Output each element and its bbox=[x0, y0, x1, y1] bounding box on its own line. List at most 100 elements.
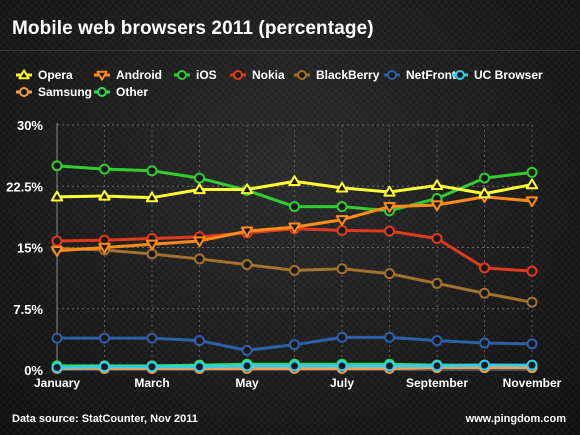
data-point-uc-browser bbox=[51, 362, 63, 374]
legend-label: NetFront bbox=[406, 68, 456, 82]
data-point-opera bbox=[478, 187, 491, 199]
data-point-netfront bbox=[194, 335, 205, 347]
x-tick-label: March bbox=[134, 376, 169, 390]
y-tick-label: 15% bbox=[17, 241, 43, 256]
legend-label: Samsung bbox=[38, 85, 92, 99]
legend-marker-android bbox=[96, 70, 108, 81]
legend-label: Opera bbox=[38, 68, 73, 82]
data-point-uc-browser bbox=[336, 360, 348, 372]
data-point-uc-browser bbox=[289, 360, 300, 372]
data-point-nokia bbox=[479, 262, 490, 274]
data-point-uc-browser bbox=[146, 361, 158, 373]
chart-title: Mobile web browsers 2011 (percentage) bbox=[12, 18, 374, 39]
data-point-ios bbox=[99, 163, 110, 175]
data-point-blackberry bbox=[431, 277, 443, 289]
x-tick-label: September bbox=[406, 376, 468, 390]
y-tick-label: 30% bbox=[17, 118, 43, 133]
data-point-android bbox=[240, 226, 254, 238]
data-point-uc-browser bbox=[241, 360, 253, 372]
data-point-uc-browser bbox=[431, 360, 443, 372]
data-point-android bbox=[525, 196, 539, 208]
data-point-uc-browser bbox=[479, 359, 490, 371]
data-point-opera bbox=[430, 179, 444, 191]
y-tick-label: 7.5% bbox=[13, 302, 43, 317]
x-tick-label: November bbox=[503, 376, 562, 390]
axes: 0% 7.5% 15% 22.5% 30% January March May July Sept… bbox=[6, 118, 562, 390]
data-point-android bbox=[145, 239, 159, 251]
legend-label: BlackBerry bbox=[316, 68, 380, 82]
data-point-android bbox=[193, 236, 206, 248]
series-ios bbox=[51, 160, 538, 217]
title-divider bbox=[0, 50, 580, 51]
data-point-nokia bbox=[51, 235, 63, 247]
data-point-opera bbox=[98, 189, 111, 201]
legend-marker-samsung bbox=[19, 87, 29, 97]
data-point-opera bbox=[240, 183, 254, 195]
data-point-netfront bbox=[336, 331, 348, 343]
legend-marker-blackberry bbox=[297, 70, 307, 80]
data-point-uc-browser bbox=[526, 359, 538, 371]
legend-label: iOS bbox=[196, 68, 217, 82]
data-point-netfront bbox=[146, 332, 158, 344]
data-point-uc-browser bbox=[384, 360, 395, 372]
data-point-android bbox=[383, 202, 396, 213]
legend-label: Nokia bbox=[252, 68, 285, 82]
data-point-nokia bbox=[336, 224, 348, 236]
data-point-ios bbox=[479, 172, 490, 184]
data-point-nokia bbox=[431, 233, 443, 245]
site-credit: www.pingdom.com bbox=[465, 413, 566, 425]
data-point-opera bbox=[50, 190, 64, 202]
data-point-netfront bbox=[384, 331, 395, 343]
legend-label: UC Browser bbox=[474, 68, 543, 82]
data-point-android bbox=[50, 246, 64, 257]
legend: Opera Android iOS Nokia BlackBerry NetFront UC… bbox=[16, 68, 543, 99]
series-lines bbox=[50, 160, 539, 374]
data-point-opera bbox=[193, 183, 206, 195]
data-point-netfront bbox=[479, 337, 490, 349]
data-point-blackberry bbox=[336, 263, 348, 275]
data-point-ios bbox=[194, 172, 205, 184]
x-tick-label: July bbox=[330, 376, 354, 390]
data-point-ios bbox=[146, 165, 158, 177]
data-point-nokia bbox=[384, 225, 395, 237]
data-source-note: Data source: StatCounter, Nov 2011 bbox=[12, 413, 198, 425]
data-point-opera bbox=[145, 191, 159, 203]
legend-item-netfront: NetFront bbox=[384, 68, 456, 82]
data-point-uc-browser bbox=[99, 361, 110, 373]
legend-marker-other bbox=[97, 87, 107, 97]
legend-item-samsung: Samsung bbox=[16, 85, 92, 99]
data-point-uc-browser bbox=[194, 361, 205, 373]
legend-item-blackberry: BlackBerry bbox=[294, 68, 380, 82]
data-point-ios bbox=[51, 160, 63, 172]
series-blackberry bbox=[51, 242, 538, 308]
data-point-netfront bbox=[99, 332, 110, 344]
legend-label: Other bbox=[116, 85, 148, 99]
series-netfront bbox=[51, 331, 538, 356]
data-point-blackberry bbox=[526, 296, 538, 308]
data-point-opera bbox=[525, 178, 539, 190]
series-uc-browser bbox=[51, 359, 538, 374]
legend-item-uc-browser: UC Browser bbox=[452, 68, 543, 82]
data-point-opera bbox=[383, 185, 396, 197]
y-tick-label: 0% bbox=[24, 363, 43, 378]
grid bbox=[56, 124, 533, 371]
y-tick-label: 22.5% bbox=[6, 179, 43, 194]
data-point-netfront bbox=[431, 335, 443, 347]
legend-item-nokia: Nokia bbox=[230, 68, 285, 82]
data-point-blackberry bbox=[194, 253, 205, 265]
data-point-nokia bbox=[526, 265, 538, 277]
legend-item-android: Android bbox=[94, 68, 162, 82]
data-point-android bbox=[98, 242, 111, 254]
legend-item-ios: iOS bbox=[174, 68, 217, 82]
data-point-netfront bbox=[51, 332, 63, 344]
data-point-blackberry bbox=[384, 268, 395, 280]
data-point-opera bbox=[335, 181, 349, 193]
data-point-android bbox=[335, 215, 349, 226]
legend-label: Android bbox=[116, 68, 162, 82]
series-opera bbox=[50, 175, 539, 203]
data-point-blackberry bbox=[479, 287, 490, 299]
legend-marker-netfront bbox=[387, 70, 397, 80]
x-tick-label: January bbox=[34, 376, 80, 390]
data-point-blackberry bbox=[289, 264, 300, 276]
